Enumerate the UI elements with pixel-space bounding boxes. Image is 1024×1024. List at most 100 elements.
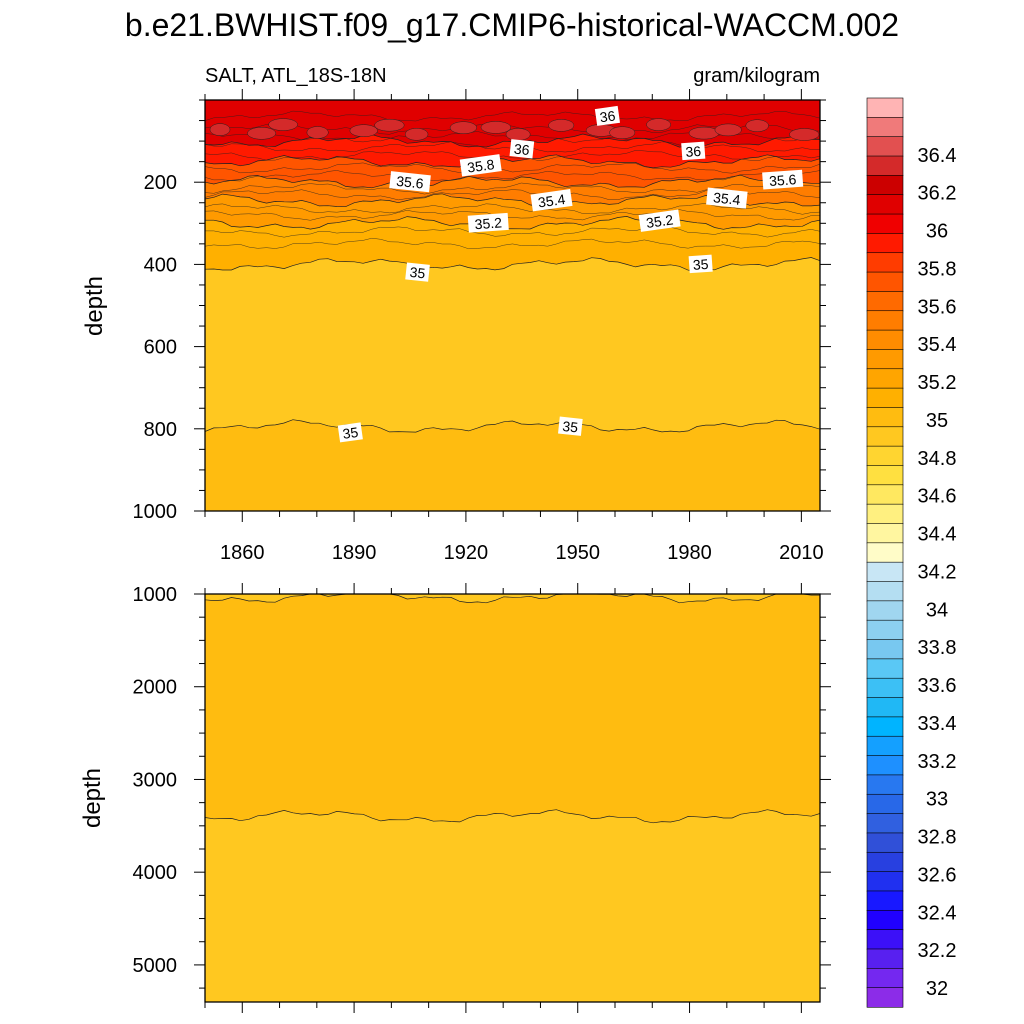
upper-contour-line bbox=[204, 209, 821, 221]
lower-band bbox=[205, 809, 820, 1002]
lower-y-tick-label: 3000 bbox=[133, 769, 178, 791]
upper-salinity-cell bbox=[374, 118, 405, 132]
colorbar-swatch bbox=[866, 871, 904, 892]
colorbar-level-label: 34.8 bbox=[918, 448, 957, 470]
upper-contour-line bbox=[205, 216, 821, 230]
colorbar-swatches bbox=[866, 97, 904, 1008]
colorbar-level-label: 32.6 bbox=[918, 864, 957, 886]
upper-contour-label-box bbox=[706, 187, 748, 209]
colorbar-swatch bbox=[866, 271, 904, 292]
colorbar-swatch bbox=[866, 851, 904, 873]
colorbar-level-label: 34.6 bbox=[918, 486, 957, 508]
colorbar-swatch bbox=[866, 832, 904, 853]
colorbar-swatch bbox=[866, 619, 904, 641]
colorbar-level-label: 32.2 bbox=[918, 940, 957, 962]
colorbar-swatch bbox=[866, 909, 904, 931]
upper-contour-label-text: 35.8 bbox=[466, 156, 495, 176]
upper-contour-label-text: 35.6 bbox=[769, 171, 798, 189]
upper-salinity-cell bbox=[745, 119, 769, 132]
upper-contour-label-text: 35.4 bbox=[537, 191, 566, 211]
colorbar-swatch bbox=[866, 813, 904, 834]
colorbar-swatch bbox=[866, 600, 904, 621]
lower-y-tick-label: 4000 bbox=[133, 862, 178, 884]
upper-y-axis-label: depth bbox=[81, 276, 108, 336]
upper-salinity-cell bbox=[505, 128, 531, 141]
lower-y-axis-label: depth bbox=[79, 768, 106, 828]
upper-contour-label-text: 35 bbox=[692, 256, 709, 273]
colorbar-swatch bbox=[866, 735, 904, 757]
colorbar-swatch bbox=[866, 793, 904, 815]
upper-contour-line bbox=[204, 110, 821, 122]
colorbar-swatch bbox=[866, 484, 904, 505]
colorbar-swatch bbox=[866, 175, 904, 196]
upper-contour-label: 36 bbox=[681, 141, 706, 161]
upper-contour-label-box bbox=[405, 262, 430, 282]
upper-contour-label-box bbox=[558, 416, 583, 436]
upper-contour-label-box bbox=[337, 422, 363, 443]
upper-contour-line bbox=[204, 174, 820, 189]
upper-contour-label-box bbox=[467, 212, 509, 233]
chart-title: b.e21.BWHIST.f09_g17.CMIP6-historical-WA… bbox=[125, 7, 899, 43]
colorbar-swatch bbox=[866, 677, 904, 699]
upper-salinity-cell bbox=[306, 126, 329, 139]
colorbar-level-label: 34.4 bbox=[918, 524, 957, 546]
colorbar-level-label: 36.4 bbox=[918, 145, 957, 167]
colorbar-swatch bbox=[866, 542, 904, 563]
upper-contour-line bbox=[205, 226, 821, 238]
colorbar-swatch bbox=[866, 465, 904, 486]
upper-contour-line bbox=[204, 257, 821, 271]
upper-contour-label: 35.8 bbox=[459, 154, 502, 177]
upper-contour-label: 35 bbox=[688, 254, 713, 274]
upper-contour-label-box bbox=[530, 189, 573, 212]
colorbar-swatch bbox=[866, 639, 904, 660]
upper-contour-label: 35 bbox=[405, 262, 430, 282]
colorbar-swatch bbox=[866, 561, 904, 583]
upper-contour-line bbox=[204, 419, 821, 433]
upper-salinity-cell bbox=[789, 128, 820, 141]
upper-contour-label-box bbox=[762, 169, 804, 190]
colorbar-level-label: 32.4 bbox=[918, 902, 957, 924]
colorbar-swatch bbox=[866, 291, 904, 312]
upper-y-tick-label: 200 bbox=[144, 172, 177, 194]
upper-contour-line bbox=[204, 170, 821, 182]
upper-contour-label-text: 35 bbox=[342, 424, 360, 442]
colorbar-swatch bbox=[866, 503, 904, 525]
upper-contour-line bbox=[204, 154, 821, 169]
colorbar-swatch bbox=[866, 445, 904, 467]
upper-contour-label: 35.6 bbox=[762, 169, 804, 190]
colorbar-swatch bbox=[866, 774, 904, 795]
lower-y-axis: 1000 2000 3000 4000 5000 bbox=[133, 584, 831, 989]
upper-contour-line bbox=[204, 237, 821, 250]
colorbar-level-label: 34.2 bbox=[918, 561, 957, 583]
upper-contour-label-box bbox=[594, 105, 621, 126]
upper-band bbox=[205, 257, 820, 433]
upper-contour-label-box bbox=[459, 154, 502, 177]
colorbar-level-label: 33.2 bbox=[918, 751, 957, 773]
lower-salinity-bands bbox=[205, 594, 820, 1002]
upper-near-surface-cells bbox=[209, 118, 820, 141]
colorbar-swatch bbox=[866, 755, 904, 776]
upper-salinity-cell bbox=[268, 118, 298, 131]
colorbar-swatch bbox=[866, 194, 904, 215]
upper-y-tick-label: 800 bbox=[144, 419, 177, 441]
upper-y-axis: 200 400 600 800 1000 bbox=[133, 99, 831, 523]
upper-contour-label: 35.2 bbox=[638, 209, 681, 232]
upper-contour-label-box bbox=[681, 141, 706, 161]
upper-x-tick-label: 1920 bbox=[444, 542, 489, 564]
variable-label: SALT, ATL_18S-18N bbox=[205, 65, 387, 87]
upper-contour-label: 35.4 bbox=[706, 187, 748, 209]
colorbar-level-label: 32.8 bbox=[918, 827, 957, 849]
colorbar-level-label: 34 bbox=[926, 599, 948, 621]
colorbar-level-label: 36 bbox=[926, 221, 948, 243]
upper-contour-label-text: 36 bbox=[599, 107, 617, 125]
lower-x-axis bbox=[204, 583, 802, 1013]
upper-salinity-cell bbox=[404, 128, 429, 141]
upper-y-tick-label: 400 bbox=[144, 254, 177, 276]
colorbar-swatch bbox=[866, 252, 904, 273]
colorbar-swatch bbox=[866, 968, 904, 989]
upper-salinity-cell bbox=[209, 123, 231, 136]
upper-contour-label-text: 36 bbox=[685, 143, 702, 160]
upper-contour-labels: 36 36 36 35.8 35.6 35.6 35.4 35.4 35.2 35.2 35 35 35… bbox=[337, 105, 804, 443]
lower-band bbox=[205, 594, 820, 823]
